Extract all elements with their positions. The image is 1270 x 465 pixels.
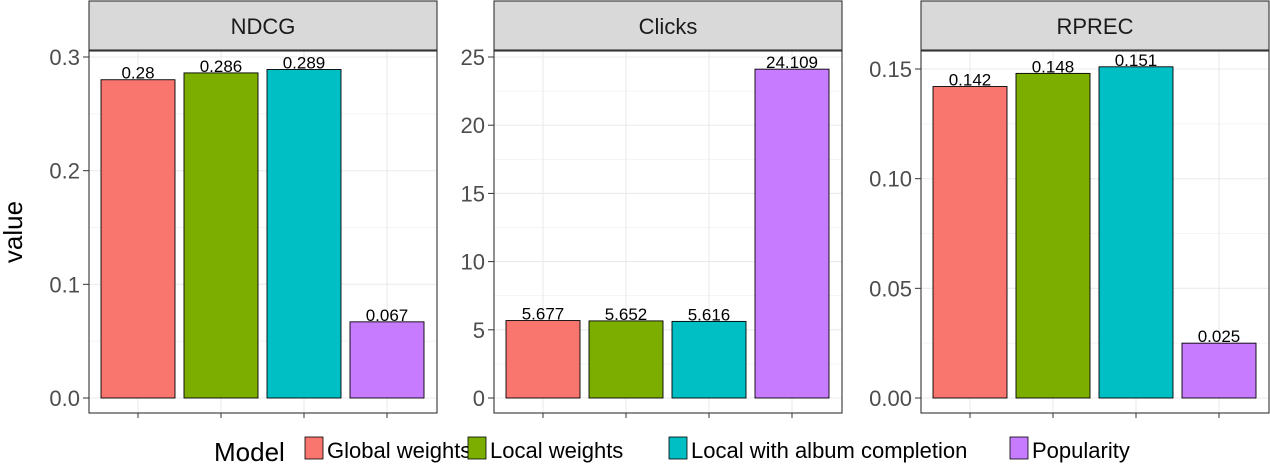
data-label: 5.677 — [522, 305, 565, 324]
facet-strip-label: NDCG — [231, 14, 296, 39]
data-label: 5.616 — [688, 305, 731, 324]
data-label: 0.148 — [1032, 57, 1075, 76]
legend-key-4 — [1009, 436, 1029, 460]
legend-key-2 — [467, 436, 487, 460]
bar-clicks-2 — [588, 320, 664, 399]
facet-strip-label: RPREC — [1056, 14, 1133, 39]
bar-ndcg-2 — [183, 72, 259, 399]
bar-rprec-4 — [1181, 342, 1257, 399]
y-tick-label: 20 — [461, 113, 485, 138]
y-tick-label: 0.0 — [49, 386, 80, 411]
y-tick-label: 10 — [461, 250, 485, 275]
data-label: 5.652 — [605, 305, 648, 324]
facet-strip — [493, 0, 843, 51]
y-tick-label: 0.05 — [869, 276, 912, 301]
legend-label: Popularity — [1032, 438, 1130, 463]
legend-label: Local weights — [490, 438, 623, 463]
data-label: 0.28 — [121, 64, 154, 83]
bar-clicks-4 — [754, 68, 830, 399]
y-axis-title: value — [0, 201, 28, 263]
data-label: 0.142 — [949, 71, 992, 90]
legend-title: Model — [214, 437, 285, 465]
bar-ndcg-1 — [100, 79, 176, 399]
legend-label: Local with album completion — [691, 438, 967, 463]
bar-rprec-2 — [1015, 72, 1091, 399]
y-tick-label: 0 — [473, 386, 485, 411]
panel-border — [493, 50, 843, 414]
y-tick-label: 5 — [473, 318, 485, 343]
bar-rprec-1 — [932, 86, 1008, 399]
y-tick-label: 0.10 — [869, 167, 912, 192]
data-label: 0.025 — [1198, 327, 1241, 346]
panel-border — [88, 50, 438, 414]
data-label: 0.151 — [1115, 51, 1158, 70]
facet-strip — [920, 0, 1270, 51]
facet-strip-label: Clicks — [639, 14, 698, 39]
y-tick-label: 0.2 — [49, 159, 80, 184]
data-label: 0.067 — [366, 306, 409, 325]
y-tick-label: 0.00 — [869, 386, 912, 411]
y-tick-label: 25 — [461, 45, 485, 70]
bar-ndcg-3 — [266, 69, 342, 399]
bar-ndcg-4 — [349, 321, 425, 399]
legend-label: Global weights — [327, 438, 471, 463]
bar-rprec-3 — [1098, 66, 1174, 399]
data-label: 0.289 — [283, 54, 326, 73]
y-tick-label: 0.3 — [49, 45, 80, 70]
data-label: 24.109 — [766, 53, 818, 72]
bar-clicks-1 — [505, 320, 581, 399]
y-tick-label: 0.1 — [49, 272, 80, 297]
data-label: 0.286 — [200, 57, 243, 76]
legend-key-3 — [668, 436, 688, 460]
facet-strip — [88, 0, 438, 51]
panel-border — [920, 50, 1270, 414]
y-tick-label: 15 — [461, 181, 485, 206]
legend-key-1 — [304, 436, 324, 460]
bar-clicks-3 — [671, 320, 747, 399]
y-tick-label: 0.15 — [869, 57, 912, 82]
